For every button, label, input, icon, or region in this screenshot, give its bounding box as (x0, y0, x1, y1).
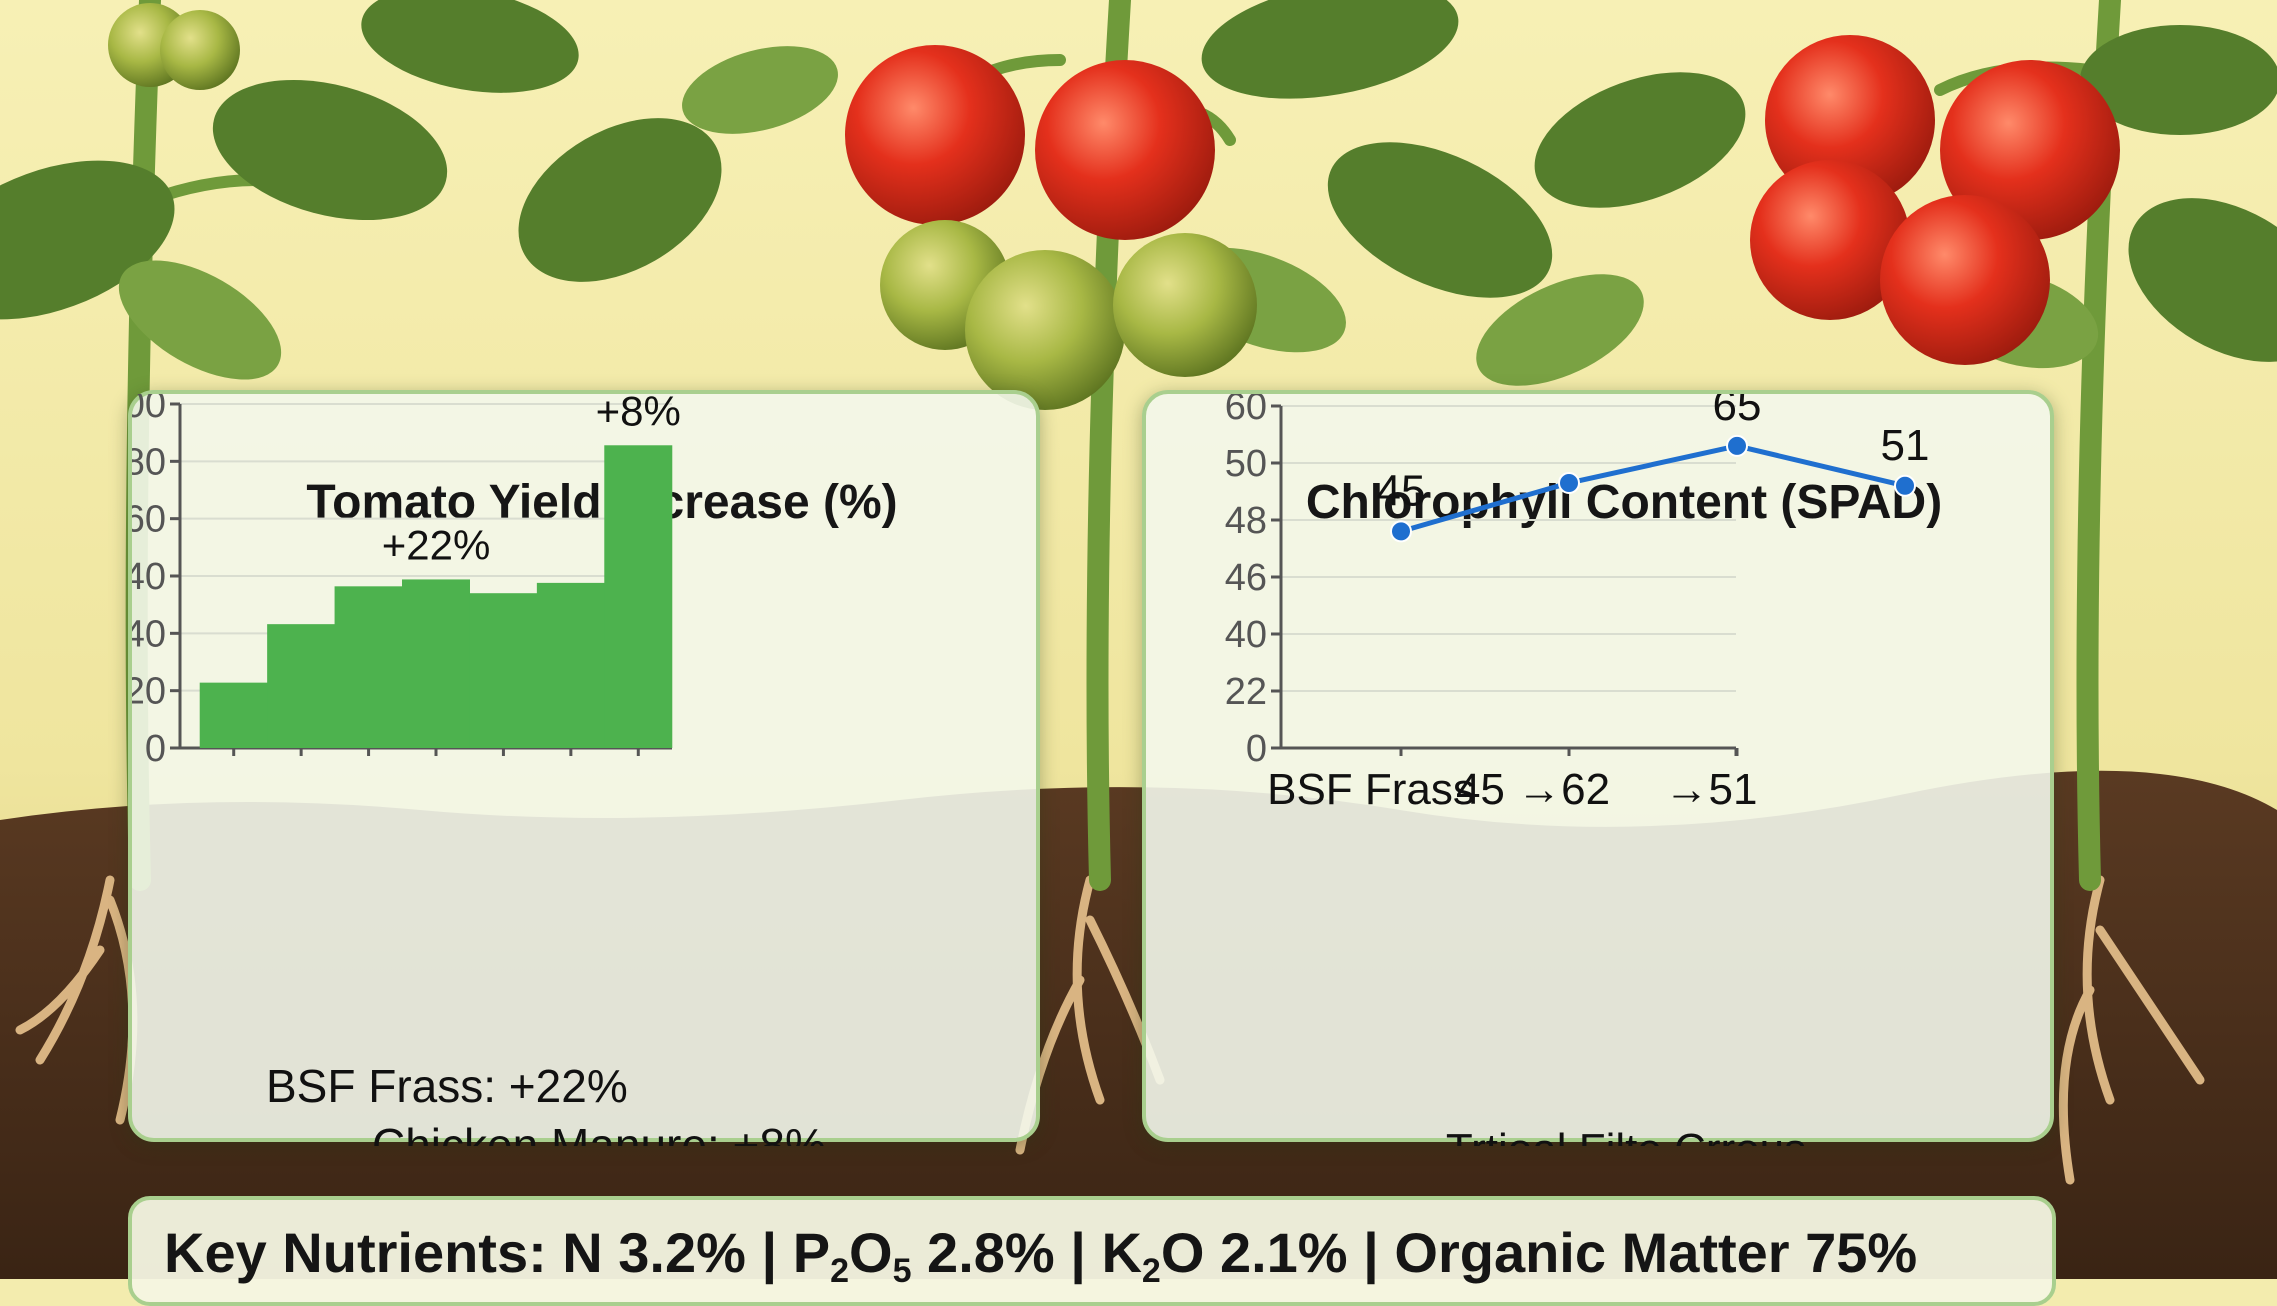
yield-bar (604, 445, 673, 748)
nutrients-prefix: Key Nutrients: N 3.2% | P (164, 1221, 831, 1284)
nutrients-k-rest: O 2.1% | Organic Matter 75% (1160, 1221, 1918, 1284)
yield-y-tick-label: 100 (132, 394, 166, 426)
yield-y-tick-label: 40 (132, 613, 166, 655)
chlorophyll-point-label: 51 (1881, 421, 1930, 470)
yield-bar-annotation: +22% (382, 521, 491, 568)
chlorophyll-line-chart: Chlorophyll Content (SPAD) 0224046485060… (1225, 394, 1942, 1146)
chlorophyll-y-tick-label: 40 (1225, 614, 1267, 656)
chlorophyll-y-tick-label: 50 (1225, 443, 1267, 485)
nutrients-p-value: 2.8% | K (911, 1221, 1142, 1284)
chlorophyll-y-tick-label: 46 (1225, 557, 1267, 599)
nutrients-p-subscript-2: 5 (892, 1252, 912, 1290)
yield-bar (267, 624, 336, 748)
yield-y-tick-label: 60 (132, 499, 166, 541)
chlorophyll-point (1726, 434, 1748, 457)
key-nutrients-banner: Key Nutrients: N 3.2% | P2O5 2.8% | K2O … (128, 1196, 2056, 1306)
yield-bar (199, 682, 268, 748)
yield-chart-panel: Tomato Yield Increase (%) 0 20 40 40 60 80 100… (128, 390, 1040, 1146)
yield-bar (469, 593, 538, 748)
chlorophyll-x-tick-label: BSF Frass (1267, 765, 1475, 814)
chlorophyll-x-axis-label: Trtioal Filte Crrous (1446, 1125, 1806, 1146)
yield-y-tick-label: 40 (132, 556, 166, 598)
yield-note-chicken: Chicken Manure: +8% (372, 1119, 826, 1146)
chlorophyll-x-tick-label: 45 →62 (1456, 765, 1610, 814)
chlorophyll-series-line (1400, 443, 1906, 534)
chlorophyll-chart-panel: Chlorophyll Content (SPAD) 0 22 40 46 48 50 60… (1142, 390, 2054, 1146)
yield-chart-title: Tomato Yield Increase (%) (306, 476, 897, 529)
yield-y-tick-label: 20 (132, 671, 166, 713)
chlorophyll-y-tick-label: 0 (1246, 728, 1267, 770)
nutrients-k-subscript: 2 (1141, 1252, 1161, 1290)
chlorophyll-point-label: 65 (1713, 394, 1762, 430)
yield-y-tick-label: 80 (132, 441, 166, 483)
chlorophyll-x-tick-label: →51 (1665, 765, 1758, 814)
chlorophyll-y-tick-label: 48 (1225, 500, 1267, 542)
chlorophyll-y-tick-label: 60 (1225, 394, 1267, 428)
yield-bar (536, 582, 605, 748)
yield-note-bsf: BSF Frass: +22% (266, 1060, 628, 1112)
nutrients-p-subscript-1: 2 (830, 1252, 849, 1290)
yield-bar-annotation: +8% (596, 394, 681, 434)
chlorophyll-y-tick-label: 22 (1225, 671, 1267, 713)
yield-y-tick-label: 0 (145, 728, 166, 770)
chlorophyll-point (1390, 520, 1412, 543)
chlorophyll-point (1558, 471, 1580, 494)
yield-bar (402, 579, 470, 748)
yield-bar-chart: Tomato Yield Increase (%) 0 20 40 40 60 80 100… (132, 394, 898, 1146)
chlorophyll-point (1894, 474, 1916, 497)
yield-bar (334, 586, 403, 748)
chlorophyll-point-label: 45 (1377, 466, 1426, 515)
nutrients-p-oxygen: O (849, 1221, 893, 1284)
